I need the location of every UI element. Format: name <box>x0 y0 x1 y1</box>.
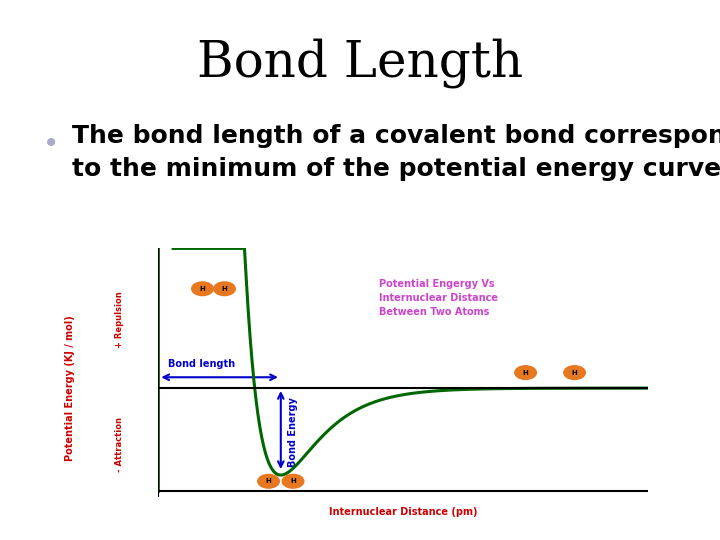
Circle shape <box>564 366 585 380</box>
Text: Bond length: Bond length <box>168 360 235 369</box>
Text: Potential Energy (KJ / mol): Potential Energy (KJ / mol) <box>66 315 76 461</box>
Text: Bond Length: Bond Length <box>197 38 523 88</box>
Text: Potential Engergy Vs
Internuclear Distance
Between Two Atoms: Potential Engergy Vs Internuclear Distan… <box>379 280 498 318</box>
Text: - Attraction: - Attraction <box>114 416 124 471</box>
Text: H: H <box>572 369 577 376</box>
Text: to the minimum of the potential energy curve.: to the minimum of the potential energy c… <box>72 157 720 180</box>
Circle shape <box>515 366 536 380</box>
Text: The bond length of a covalent bond corresponds: The bond length of a covalent bond corre… <box>72 124 720 148</box>
Circle shape <box>282 475 304 488</box>
Circle shape <box>214 282 235 295</box>
Text: + Repulsion: + Repulsion <box>114 292 124 348</box>
Text: H: H <box>266 478 271 484</box>
Text: H: H <box>222 286 228 292</box>
Text: H: H <box>523 369 528 376</box>
Text: Bond Energy: Bond Energy <box>288 397 298 467</box>
Circle shape <box>258 475 279 488</box>
Text: H: H <box>290 478 296 484</box>
Text: Internuclear Distance (pm): Internuclear Distance (pm) <box>329 507 477 517</box>
Circle shape <box>192 282 213 295</box>
Text: •: • <box>43 130 60 158</box>
Text: H: H <box>199 286 205 292</box>
